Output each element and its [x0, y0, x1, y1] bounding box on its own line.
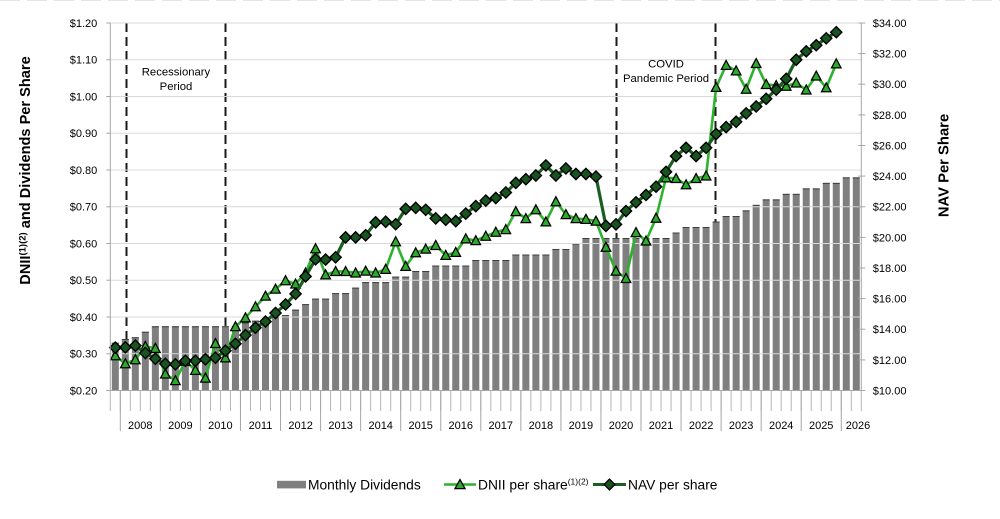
svg-text:NAV Per Share: NAV Per Share — [937, 114, 953, 217]
svg-text:2016: 2016 — [449, 420, 473, 432]
svg-text:2008: 2008 — [128, 420, 152, 432]
svg-text:NAV per share: NAV per share — [628, 478, 718, 493]
svg-text:$34.00: $34.00 — [873, 18, 907, 30]
svg-text:$26.00: $26.00 — [873, 140, 907, 152]
svg-text:2012: 2012 — [288, 420, 312, 432]
svg-text:$16.00: $16.00 — [873, 294, 907, 306]
svg-text:$1.00: $1.00 — [70, 91, 98, 103]
svg-text:$20.00: $20.00 — [873, 232, 907, 244]
svg-text:$22.00: $22.00 — [873, 202, 907, 214]
svg-text:2011: 2011 — [249, 420, 273, 432]
svg-text:$0.40: $0.40 — [70, 312, 98, 324]
svg-text:2019: 2019 — [569, 420, 593, 432]
svg-text:DNII(1)(2) and Dividends Per S: DNII(1)(2) and Dividends Per Share — [18, 56, 35, 284]
svg-text:2025: 2025 — [809, 420, 833, 432]
svg-text:2020: 2020 — [609, 420, 633, 432]
svg-text:$1.20: $1.20 — [70, 18, 98, 30]
svg-text:2015: 2015 — [408, 420, 432, 432]
svg-text:$0.20: $0.20 — [70, 385, 98, 397]
svg-text:$0.50: $0.50 — [70, 275, 98, 287]
svg-text:2010: 2010 — [208, 420, 232, 432]
svg-text:$18.00: $18.00 — [873, 263, 907, 275]
svg-text:Period: Period — [160, 81, 193, 93]
svg-text:2024: 2024 — [769, 420, 793, 432]
svg-text:2022: 2022 — [689, 420, 713, 432]
svg-text:2014: 2014 — [368, 420, 392, 432]
svg-text:$0.90: $0.90 — [70, 128, 98, 140]
svg-text:$10.00: $10.00 — [873, 385, 907, 397]
svg-text:2018: 2018 — [529, 420, 553, 432]
svg-text:Pandemic Period: Pandemic Period — [623, 73, 709, 85]
svg-text:$28.00: $28.00 — [873, 110, 907, 122]
svg-text:2017: 2017 — [489, 420, 513, 432]
svg-text:$32.00: $32.00 — [873, 49, 907, 61]
svg-text:$0.60: $0.60 — [70, 238, 98, 250]
svg-text:$12.00: $12.00 — [873, 355, 907, 367]
svg-text:2013: 2013 — [328, 420, 352, 432]
svg-text:2009: 2009 — [168, 420, 192, 432]
svg-text:$14.00: $14.00 — [873, 324, 907, 336]
svg-text:DNII per share(1)(2): DNII per share(1)(2) — [478, 477, 589, 493]
svg-text:Recessionary: Recessionary — [142, 67, 211, 79]
svg-text:$0.80: $0.80 — [70, 165, 98, 177]
svg-text:2026: 2026 — [846, 420, 870, 432]
svg-text:$0.30: $0.30 — [70, 349, 98, 361]
svg-text:$24.00: $24.00 — [873, 171, 907, 183]
svg-text:$30.00: $30.00 — [873, 79, 907, 91]
svg-text:Monthly Dividends: Monthly Dividends — [308, 478, 421, 493]
svg-text:2021: 2021 — [649, 420, 673, 432]
svg-text:$0.70: $0.70 — [70, 202, 98, 214]
svg-text:$1.10: $1.10 — [70, 55, 98, 67]
svg-text:2023: 2023 — [729, 420, 753, 432]
svg-text:COVID: COVID — [648, 59, 684, 71]
